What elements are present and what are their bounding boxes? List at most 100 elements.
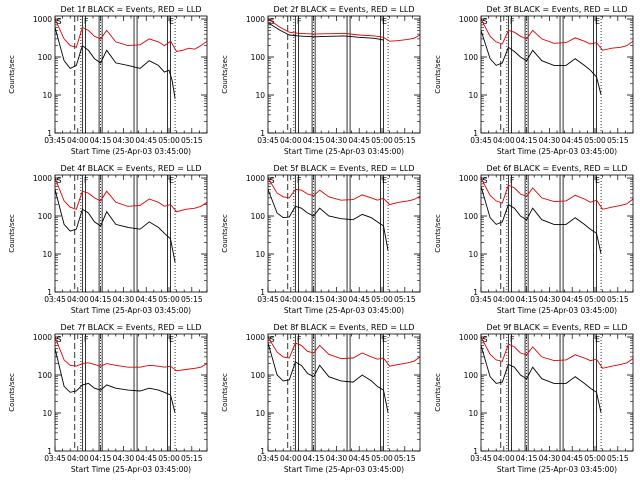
x-tick-label: 04:00 [280,295,302,304]
y-axis-label: Counts/sec [434,214,442,253]
series-line-lld [481,18,633,51]
x-tick-label: 04:15 [90,136,112,145]
marker-letter: S [483,176,488,185]
panel-det-3: Det 3f BLACK = Events, RED = LLD Counts/s… [434,5,634,156]
x-tick-label: 04:00 [280,454,302,463]
x-tick-label: 03:45 [44,136,66,145]
x-tick-label: 05:00 [371,136,393,145]
y-axis-label: Counts/sec [434,55,442,94]
series-line-events [55,348,176,414]
marker-letter: E [595,176,600,185]
data-series [481,336,633,414]
y-tick-label: 1 [47,288,52,297]
x-tick-label: 05:15 [607,454,629,463]
y-tick-label: 1000 [33,333,52,342]
x-tick-label: 04:15 [303,136,325,145]
x-tick-label: 04:15 [303,295,325,304]
x-tick-label: 05:00 [371,454,393,463]
y-tick-label: 100 [251,212,266,221]
data-series [268,18,420,42]
series-line-events [481,30,602,96]
x-tick-label: 05:00 [371,295,393,304]
marker-letter: E [382,176,387,185]
plot-frame [267,174,421,293]
data-series [55,336,207,414]
series-line-lld [481,336,633,369]
y-axis-label: Counts/sec [434,373,442,412]
panel-det-6: Det 6f BLACK = Events, RED = LLD Counts/s… [434,164,634,315]
y-tick-label: 1 [260,129,265,138]
x-tick-label: 04:30 [113,454,135,463]
marker-letter: F [510,17,515,26]
y-tick-label: 10 [42,91,52,100]
x-tick-label: 04:15 [90,295,112,304]
x-tick-label: 04:45 [561,454,583,463]
x-tick-label: 04:15 [516,295,538,304]
y-tick-label: 1000 [459,333,478,342]
x-tick-label: 04:30 [113,136,135,145]
x-tick-label: 03:45 [470,136,492,145]
y-tick-label: 1 [260,447,265,456]
plot-frame [54,15,208,134]
y-axis-label: Counts/sec [221,55,229,94]
marker-letter: S [57,335,62,344]
y-tick-label: 10 [255,91,265,100]
x-tick-label: 04:45 [135,454,157,463]
x-tick-label: 03:45 [44,295,66,304]
y-tick-label: 100 [38,212,53,221]
plot-frame [480,15,634,134]
y-tick-label: 10 [468,409,478,418]
y-tick-label: 10 [255,409,265,418]
marker-letter: F [510,176,515,185]
marker-letter: S [270,176,275,185]
marker-letter: S [270,335,275,344]
x-tick-label: 04:30 [539,136,561,145]
panel-det-8: Det 8f BLACK = Events, RED = LLD Counts/s… [221,323,421,474]
x-tick-label: 04:30 [539,295,561,304]
y-tick-label: 10 [42,409,52,418]
y-tick-label: 1 [473,288,478,297]
y-tick-label: 100 [464,371,479,380]
marker-letter: S [57,176,62,185]
x-tick-label: 05:15 [394,136,416,145]
x-tick-label: 05:15 [181,136,203,145]
y-tick-label: 10 [42,250,52,259]
x-axis-label: Start Time (25-Apr-03 03:45:00) [497,465,617,474]
x-tick-label: 05:15 [607,295,629,304]
x-tick-label: 05:15 [181,454,203,463]
x-tick-label: 05:00 [584,136,606,145]
y-axis-label: Counts/sec [221,373,229,412]
x-tick-label: 05:15 [607,136,629,145]
x-tick-label: 05:15 [394,295,416,304]
x-tick-label: 04:00 [493,295,515,304]
x-axis-label: Start Time (25-Apr-03 03:45:00) [284,465,404,474]
series-line-lld [268,18,420,42]
series-line-lld [481,177,633,210]
panel-title: Det 4f BLACK = Events, RED = LLD [60,164,201,173]
marker-letter: F [84,17,89,26]
x-tick-label: 04:00 [67,136,89,145]
marker-letter: F [84,335,89,344]
x-tick-label: 04:00 [280,136,302,145]
panel-title: Det 5f BLACK = Events, RED = LLD [273,164,414,173]
marker-letter: E [169,335,174,344]
series-line-lld [55,336,207,372]
series-line-lld [55,177,207,213]
y-tick-label: 100 [38,53,53,62]
series-line-events [55,189,176,263]
x-tick-label: 03:45 [257,295,279,304]
x-tick-label: 03:45 [257,454,279,463]
y-tick-label: 100 [251,53,266,62]
plot-frame [54,174,208,293]
plot-frame [54,333,208,452]
marker-letter: F [297,176,302,185]
x-tick-label: 04:30 [326,454,348,463]
series-line-events [268,189,389,252]
x-tick-label: 04:00 [493,136,515,145]
y-axis-label: Counts/sec [8,373,16,412]
x-tick-label: 04:30 [539,454,561,463]
x-axis-label: Start Time (25-Apr-03 03:45:00) [497,306,617,315]
x-tick-label: 04:30 [326,136,348,145]
